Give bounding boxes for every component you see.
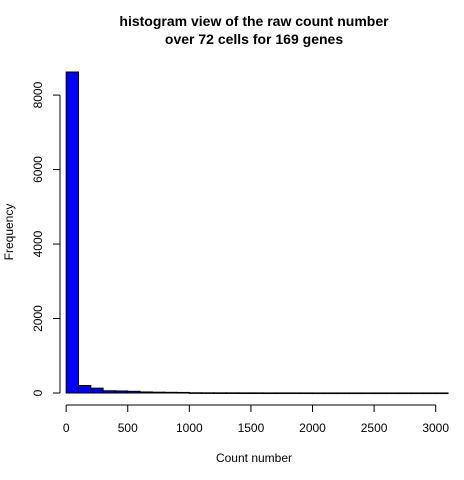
histogram-bar-20	[312, 392, 326, 395]
histogram-bar-25	[373, 392, 387, 395]
x-tick-label-5: 2500	[361, 421, 388, 435]
histogram-bar-26	[385, 392, 400, 395]
histogram-bar-11	[201, 392, 215, 394]
y-tick-label-2: 4000	[31, 230, 45, 257]
histogram-bar-10	[188, 392, 203, 394]
y-tick-label-3: 6000	[31, 156, 45, 183]
histogram-bar-2	[90, 387, 104, 394]
histogram-bar-15	[250, 392, 264, 394]
histogram-bar-21	[324, 392, 338, 395]
histogram-bar-30	[435, 392, 449, 395]
x-axis: 0 500 1000 1500 2000 2500 3000	[63, 404, 449, 435]
x-tick-label-6: 3000	[422, 421, 449, 435]
histogram-bar-29	[422, 392, 437, 395]
chart-title-line-2: over 72 cells for 169 genes	[165, 31, 343, 47]
histogram-bar-27	[398, 392, 412, 395]
histogram-bar-4	[114, 390, 129, 394]
histogram-bars	[65, 71, 449, 395]
chart-title-line-1: histogram view of the raw count number	[119, 13, 389, 29]
histogram-bar-16	[262, 392, 277, 395]
histogram-bar-19	[299, 392, 314, 395]
histogram-bar-7	[151, 391, 166, 394]
histogram-bar-14	[238, 392, 252, 394]
histogram-bar-24	[361, 392, 375, 395]
histogram-bar-9	[176, 391, 190, 394]
histogram-bar-28	[410, 392, 424, 395]
histogram-bar-12	[213, 392, 227, 394]
histogram-bar-22	[336, 392, 350, 395]
histogram-bar-6	[139, 391, 153, 394]
x-tick-label-2: 1000	[176, 421, 203, 435]
histogram-bar-18	[287, 392, 301, 395]
x-tick-label-0: 0	[63, 421, 70, 435]
y-tick-label-1: 2000	[31, 305, 45, 332]
y-tick-label-4: 8000	[31, 81, 45, 108]
histogram-bar-17	[275, 392, 289, 395]
x-axis-label: Count number	[216, 451, 292, 465]
x-tick-label-1: 500	[118, 421, 138, 435]
histogram-bar-8	[164, 391, 178, 394]
histogram-bar-13	[225, 392, 240, 394]
histogram-bar-0	[65, 71, 79, 394]
y-axis-label: Frequency	[2, 204, 16, 261]
x-tick-label-4: 2000	[299, 421, 326, 435]
histogram-bar-5	[127, 390, 141, 394]
histogram-bar-23	[348, 392, 363, 395]
y-axis: 0 2000 4000 6000 8000	[31, 81, 61, 396]
histogram-bar-3	[102, 390, 116, 394]
histogram-bar-1	[77, 385, 92, 394]
y-tick-label-0: 0	[31, 389, 45, 396]
x-tick-label-3: 1500	[238, 421, 265, 435]
